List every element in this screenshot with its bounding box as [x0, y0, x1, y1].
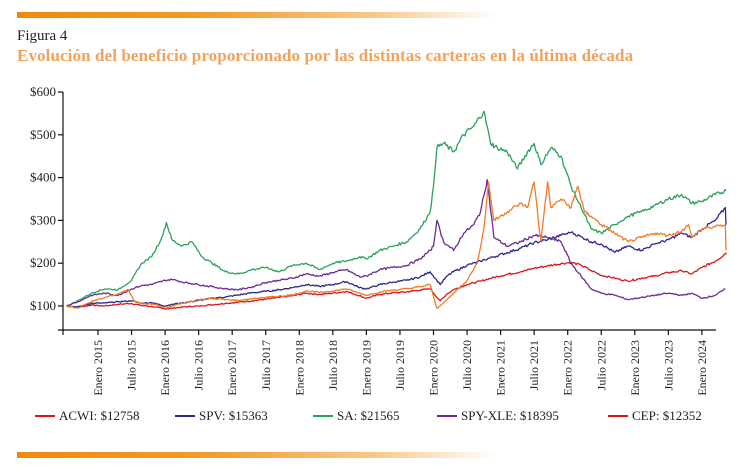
- x-tick-label: Julio 2020: [460, 340, 474, 390]
- y-tick-label: $500: [30, 127, 56, 142]
- series-line-acwi: [66, 252, 727, 310]
- y-tick-label: $200: [30, 255, 56, 270]
- legend-item-cep: CEP: $12352: [608, 408, 702, 424]
- x-tick-label: Enero 2023: [628, 340, 642, 396]
- legend-item-spy-xle: SPY-XLE: $18395: [437, 408, 559, 424]
- x-tick-label: Enero 2022: [561, 340, 575, 396]
- x-tick-label: Julio 2017: [259, 340, 273, 390]
- legend-swatch: [437, 415, 457, 418]
- x-tick-label: Julio 2018: [326, 340, 340, 390]
- legend-swatch: [175, 415, 195, 418]
- x-tick-label: Enero 2020: [427, 340, 441, 396]
- x-tick-label: Julio 2022: [594, 340, 608, 390]
- legend-item-spv: SPV: $15363: [175, 408, 268, 424]
- x-tick-label: Enero 2015: [91, 340, 105, 396]
- legend-item-sa: SA: $21565: [313, 408, 399, 424]
- x-tick-label: Julio 2023: [661, 340, 675, 390]
- top-accent-bar: [17, 12, 497, 18]
- x-tick-label: Enero 2019: [359, 340, 373, 396]
- y-tick-label: $300: [30, 212, 56, 227]
- legend-swatch: [313, 415, 333, 418]
- series-line-spv: [66, 206, 727, 308]
- x-tick-label: Julio 2019: [393, 340, 407, 390]
- bottom-accent-bar: [17, 452, 497, 458]
- y-tick-label: $100: [30, 298, 56, 313]
- series-line-sa: [66, 110, 727, 307]
- y-tick-label: $600: [30, 84, 56, 99]
- series-layer: [66, 110, 727, 310]
- x-tick-label: Enero 2021: [494, 340, 508, 396]
- figure-title: Evolución del beneficio proporcionado po…: [17, 46, 634, 65]
- legend: ACWI: $12758 SPV: $15363 SA: $21565 SPY-XLE…: [35, 408, 735, 426]
- x-tick-label: Julio 2015: [125, 340, 139, 390]
- y-tick-label: $400: [30, 170, 56, 185]
- legend-swatch: [608, 415, 628, 418]
- x-tick-label: Julio 2016: [192, 340, 206, 390]
- series-line-cep: [66, 181, 727, 309]
- axes-layer: $100 $200 $300 $400 $500 $600 Enero 2015 Julio …: [30, 84, 716, 396]
- legend-label: CEP: $12352: [632, 408, 702, 423]
- legend-label: SPV: $15363: [199, 408, 268, 423]
- x-tick-label: Enero 2016: [158, 340, 172, 396]
- figure-label: Figura 4: [17, 28, 68, 44]
- x-tick-label: Enero 2017: [225, 340, 239, 396]
- x-tick-label: Enero 2024: [695, 340, 709, 396]
- legend-item-acwi: ACWI: $12758: [35, 408, 140, 424]
- legend-swatch: [35, 415, 55, 418]
- series-line-spy-xle: [66, 179, 726, 307]
- legend-label: ACWI: $12758: [59, 408, 140, 423]
- legend-label: SPY-XLE: $18395: [461, 408, 559, 423]
- x-tick-label: Julio 2021: [527, 340, 541, 390]
- x-tick-label: Enero 2018: [292, 340, 306, 396]
- legend-label: SA: $21565: [337, 408, 400, 423]
